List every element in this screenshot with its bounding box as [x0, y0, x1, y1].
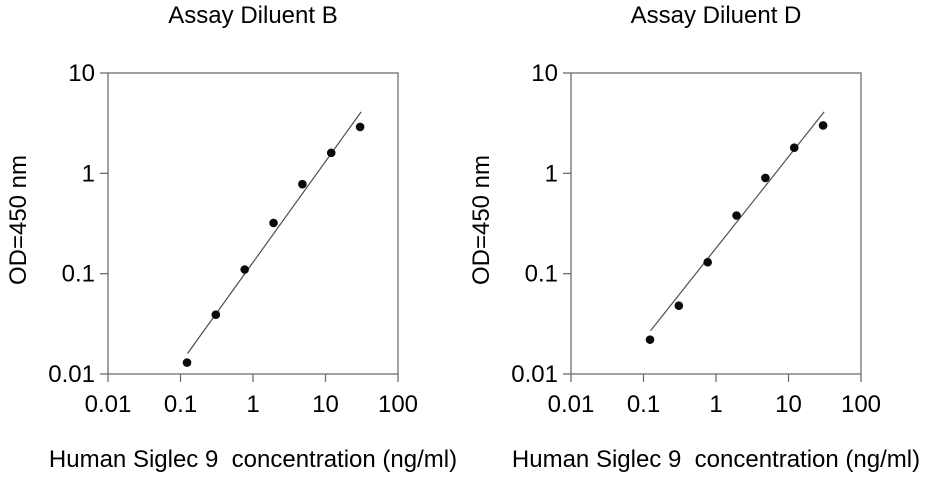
- chart-title: Assay Diluent D: [630, 2, 802, 29]
- y-tick-label: 0.1: [525, 261, 558, 288]
- x-tick-label: 1: [709, 391, 722, 418]
- data-point: [182, 358, 192, 367]
- y-tick-label: 1: [545, 160, 558, 187]
- chart-panel-diluent-d: Assay Diluent D OD=450 nm 0.01 0.1 1 10 100 0…: [463, 0, 926, 480]
- chart-panel-diluent-b: Assay Diluent B OD=450 nm 0.01 0.1 1 10 100 0…: [5, 2, 458, 473]
- data-point: [269, 218, 278, 228]
- data-point: [761, 173, 770, 183]
- data-point: [326, 148, 336, 158]
- x-tick-label: 0.1: [164, 391, 197, 418]
- y-tick-label: 1: [82, 160, 95, 187]
- data-point: [789, 143, 799, 153]
- x-tick-label: 0.01: [85, 391, 132, 418]
- x-tick-label: 0.1: [627, 391, 660, 418]
- data-point: [703, 257, 712, 267]
- chart-title: Assay Diluent B: [168, 2, 338, 29]
- fit-line: [650, 111, 825, 332]
- x-axis-label: Human Siglec 9 concentration (ng/ml): [48, 446, 458, 473]
- x-tick-label: 0.01: [548, 391, 595, 418]
- data-point: [298, 179, 307, 189]
- plot-area-diluent-b: 0.01 0.1 1 10 100 0.01 0.1 1 10: [48, 60, 418, 418]
- x-tick-label: 10: [775, 391, 802, 418]
- data-point: [645, 335, 655, 344]
- data-point: [732, 211, 741, 220]
- x-axis-label: Human Siglec 9 concentration (ng/ml): [511, 446, 921, 473]
- plot-frame: [107, 72, 399, 375]
- plot-frame: [570, 72, 862, 375]
- data-point: [818, 121, 828, 130]
- y-tick-label: 0.1: [62, 261, 95, 288]
- data-point: [211, 310, 221, 319]
- y-tick-label: 0.01: [511, 361, 558, 388]
- data-point: [355, 122, 365, 132]
- x-tick-label: 10: [312, 391, 339, 418]
- data-point: [240, 265, 249, 274]
- x-tick-label: 100: [378, 391, 418, 418]
- data-point: [674, 301, 684, 310]
- y-tick-label: 10: [68, 60, 95, 87]
- x-tick-label: 1: [246, 391, 259, 418]
- x-tick-label: 100: [841, 391, 881, 418]
- plot-area-diluent-d: 0.01 0.1 1 10 100 0.01 0.1 1 10: [511, 60, 881, 418]
- y-tick-label: 0.01: [48, 361, 95, 388]
- y-tick-label: 10: [531, 60, 558, 87]
